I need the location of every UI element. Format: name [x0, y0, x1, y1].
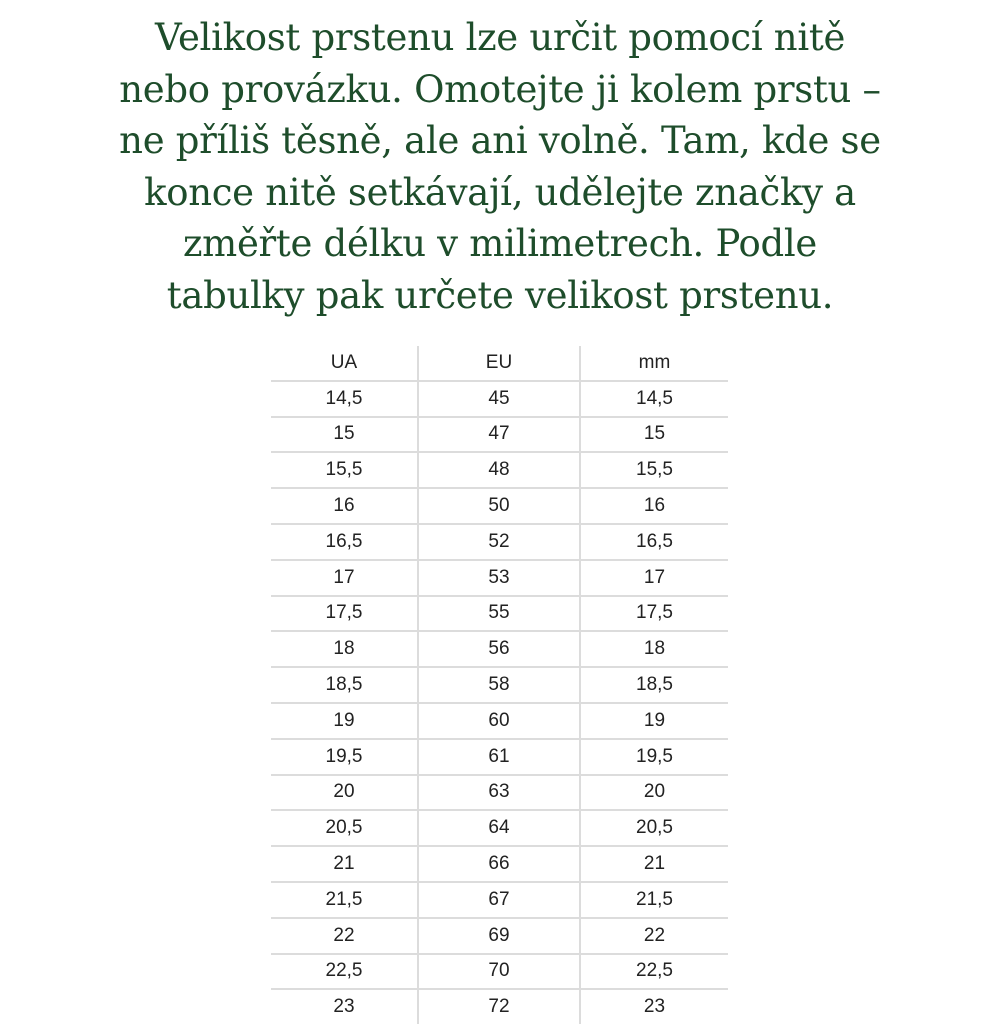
cell-mm: 22: [580, 917, 728, 955]
cell-eu: 52: [418, 523, 581, 561]
cell-ua: 22: [271, 917, 419, 955]
cell-mm: 15: [580, 416, 728, 454]
intro-line: ne příliš těsně, ale ani volně. Tam, kde…: [119, 119, 881, 162]
table-row: 17 53 17: [271, 559, 728, 597]
cell-ua: 18: [271, 631, 419, 669]
cell-eu: 72: [418, 989, 581, 1024]
cell-mm: 21: [580, 846, 728, 883]
cell-ua: 16: [271, 488, 419, 525]
table-header-row: UA EU mm: [271, 346, 728, 382]
cell-mm: 15,5: [580, 452, 728, 490]
cell-mm: 21,5: [580, 881, 728, 919]
cell-eu: 47: [418, 416, 581, 454]
table-row: 15,5 48 15,5: [271, 452, 728, 490]
table-row: 21,5 67 21,5: [271, 881, 728, 919]
cell-ua: 21,5: [271, 881, 419, 919]
ring-size-table: UA EU mm 14,5 45 14,5 15 47 15 15,5 48 15,5 16 50 1…: [271, 346, 728, 1024]
cell-eu: 61: [418, 738, 581, 776]
table-row: 18,5 58 18,5: [271, 667, 728, 704]
cell-eu: 45: [418, 380, 581, 418]
cell-ua: 15: [271, 416, 419, 454]
table-row: 18 56 18: [271, 631, 728, 669]
table-row: 15 47 15: [271, 416, 728, 454]
cell-eu: 67: [418, 881, 581, 919]
cell-mm: 17: [580, 559, 728, 597]
table-row: 20 63 20: [271, 774, 728, 812]
header-ua: UA: [271, 346, 419, 382]
cell-mm: 14,5: [580, 380, 728, 418]
cell-eu: 60: [418, 702, 581, 740]
cell-eu: 58: [418, 667, 581, 704]
table-row: 17,5 55 17,5: [271, 595, 728, 633]
cell-ua: 20,5: [271, 810, 419, 848]
cell-mm: 16: [580, 488, 728, 525]
cell-eu: 50: [418, 488, 581, 525]
intro-line: změřte délku v milimetrech. Podle: [182, 222, 818, 265]
intro-line: konce nitě setkávají, udělejte značky a: [144, 170, 856, 214]
intro-text: Velikost prstenu lze určit pomocí nitě ne…: [0, 12, 1000, 321]
cell-ua: 16,5: [271, 523, 419, 561]
cell-ua: 15,5: [271, 452, 419, 490]
cell-eu: 53: [418, 559, 581, 597]
cell-mm: 22,5: [580, 953, 728, 991]
cell-mm: 19: [580, 702, 728, 740]
cell-eu: 66: [418, 846, 581, 883]
table-row: 22,5 70 22,5: [271, 953, 728, 991]
cell-ua: 21: [271, 846, 419, 883]
intro-line: tabulky pak určete velikost prstenu.: [166, 273, 834, 317]
cell-mm: 16,5: [580, 523, 728, 561]
cell-ua: 22,5: [271, 953, 419, 991]
cell-ua: 17: [271, 559, 419, 597]
cell-eu: 64: [418, 810, 581, 848]
intro-line: Velikost prstenu lze určit pomocí nitě: [154, 16, 846, 59]
cell-ua: 17,5: [271, 595, 419, 633]
cell-ua: 18,5: [271, 667, 419, 704]
header-eu: EU: [418, 346, 581, 382]
cell-ua: 14,5: [271, 380, 419, 418]
table-row: 21 66 21: [271, 846, 728, 883]
table-row: 16,5 52 16,5: [271, 523, 728, 561]
cell-mm: 23: [643, 996, 666, 1018]
cell-eu: 69: [418, 917, 581, 955]
cell-eu: 48: [418, 452, 581, 490]
cell-ua: 20: [271, 774, 419, 812]
cell-mm: 19,5: [580, 738, 728, 776]
table-row: 20,5 64 20,5: [271, 810, 728, 848]
cell-mm: 20,5: [580, 810, 728, 848]
cell-eu: 56: [418, 631, 581, 669]
cell-ua: 23: [271, 989, 419, 1024]
cell-mm: 18: [580, 631, 728, 669]
cell-mm: 17,5: [580, 595, 728, 633]
table-row: 14,5 45 14,5: [271, 380, 728, 418]
header-mm: mm: [580, 346, 728, 382]
table-row: 23 72 23: [271, 989, 728, 1024]
cell-mm: 20: [580, 774, 728, 812]
table-row: 19,5 61 19,5: [271, 738, 728, 776]
cell-eu: 55: [418, 595, 581, 633]
cell-mm: 18,5: [580, 667, 728, 704]
cell-ua: 19,5: [271, 738, 419, 776]
table-row: 22 69 22: [271, 917, 728, 955]
table-row: 19 60 19: [271, 702, 728, 740]
cell-eu: 63: [418, 774, 581, 812]
table-row: 16 50 16: [271, 488, 728, 525]
cell-eu: 70: [418, 953, 581, 991]
intro-line: nebo provázku. Omotejte ji kolem prstu –: [119, 67, 881, 111]
cell-ua: 19: [271, 702, 419, 740]
